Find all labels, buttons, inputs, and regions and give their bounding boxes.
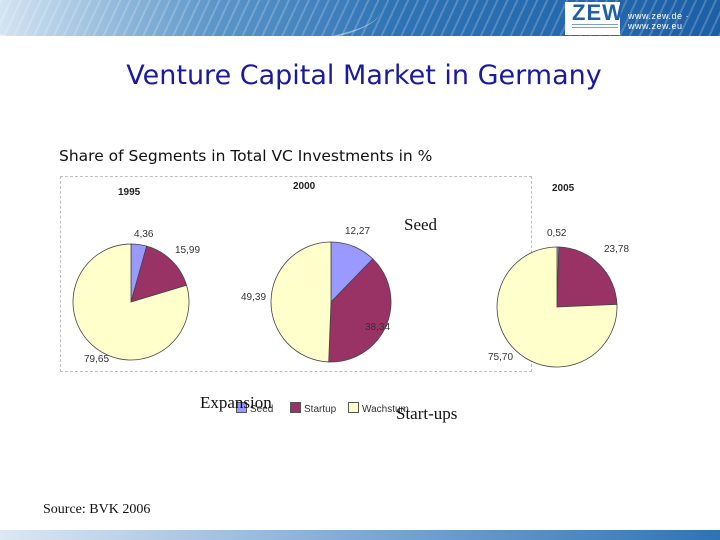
legend-swatch-startup xyxy=(290,402,301,413)
annotation-seed: Seed xyxy=(404,215,438,234)
data-label-2000-startup: 38,34 xyxy=(365,322,391,333)
legend-label-startup: Startup xyxy=(304,404,337,415)
legend-swatch-seed xyxy=(236,402,247,413)
legend-label-seed: Seed xyxy=(250,404,274,415)
data-label-1995-seed: 4,36 xyxy=(134,229,154,240)
legend-swatch-wachstum xyxy=(348,402,359,413)
header-rule xyxy=(0,37,720,39)
chart-subtitle: Share of Segments in Total VC Investment… xyxy=(59,147,433,165)
legend-item-seed: Seed xyxy=(236,402,273,415)
zew-logo-underline xyxy=(572,24,618,28)
data-label-2005-startup: 23,78 xyxy=(604,244,630,255)
logo-background xyxy=(565,2,620,35)
pie-slice-1995-startup xyxy=(130,245,188,303)
pie-slice-2005-startup xyxy=(556,246,618,308)
year-label-2005: 2005 xyxy=(552,183,575,194)
pie-slice-2000-startup xyxy=(328,258,392,363)
data-label-2000-wachstum: 49,39 xyxy=(241,292,267,303)
data-label-1995-startup: 15,99 xyxy=(175,245,201,256)
legend-item-startup: Startup xyxy=(290,402,336,415)
data-label-1995-wachstum: 79,65 xyxy=(84,354,110,365)
pie-slice-2005-wachstum xyxy=(496,246,618,368)
pie-slice-1995-wachstum xyxy=(72,243,190,361)
slide-title: Venture Capital Market in Germany xyxy=(126,60,602,91)
legend-label-wachstum: Wachstum xyxy=(362,404,409,415)
header-url[interactable]: www.zew.de · www.zew.eu xyxy=(628,11,690,31)
source-note: Source: BVK 2006 xyxy=(43,502,151,517)
data-label-2005-wachstum: 75,70 xyxy=(488,352,514,363)
data-label-2000-seed: 12,27 xyxy=(345,226,371,237)
zew-logo[interactable]: ZEW xyxy=(572,0,624,25)
footer-band xyxy=(0,530,720,540)
pie-slice-2000-wachstum xyxy=(270,241,332,363)
year-label-2000: 2000 xyxy=(293,181,316,192)
annotation-startups: Start-ups xyxy=(396,404,458,423)
annotation-expansion: Expansion xyxy=(200,393,272,412)
data-label-2005-seed: 0,52 xyxy=(547,228,567,239)
legend-item-wachstum: Wachstum xyxy=(348,402,409,415)
year-label-1995: 1995 xyxy=(118,187,141,198)
